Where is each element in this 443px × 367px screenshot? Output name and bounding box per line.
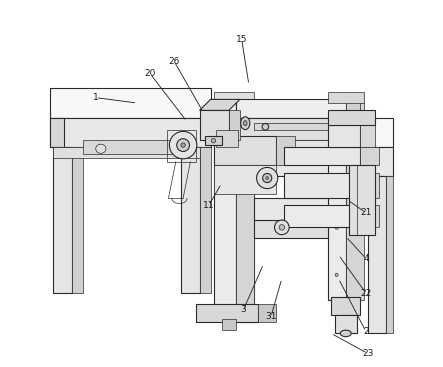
Polygon shape: [216, 131, 238, 147]
Polygon shape: [53, 147, 199, 158]
Text: 11: 11: [203, 201, 214, 210]
Text: 1: 1: [93, 93, 98, 102]
Ellipse shape: [241, 117, 250, 130]
Polygon shape: [346, 99, 361, 139]
Text: 15: 15: [236, 34, 247, 44]
Polygon shape: [254, 123, 327, 131]
Ellipse shape: [279, 225, 284, 230]
Ellipse shape: [211, 138, 216, 143]
Polygon shape: [327, 92, 364, 103]
Polygon shape: [284, 147, 361, 165]
Polygon shape: [327, 125, 361, 147]
Polygon shape: [368, 176, 386, 333]
Polygon shape: [214, 103, 236, 312]
Polygon shape: [346, 103, 364, 301]
Polygon shape: [258, 304, 276, 323]
Ellipse shape: [266, 177, 268, 179]
Ellipse shape: [96, 144, 106, 153]
Ellipse shape: [340, 330, 351, 337]
Polygon shape: [361, 147, 379, 165]
Polygon shape: [361, 172, 379, 198]
Polygon shape: [199, 147, 210, 293]
Polygon shape: [82, 139, 185, 154]
Polygon shape: [284, 206, 361, 228]
Polygon shape: [236, 103, 254, 312]
Ellipse shape: [335, 273, 338, 276]
Text: 3: 3: [241, 305, 246, 314]
Polygon shape: [199, 99, 240, 110]
Polygon shape: [236, 139, 346, 154]
Polygon shape: [229, 110, 240, 139]
Text: 23: 23: [362, 349, 373, 358]
Polygon shape: [276, 136, 295, 165]
Ellipse shape: [244, 121, 247, 126]
Ellipse shape: [335, 226, 338, 229]
Polygon shape: [240, 118, 393, 147]
Polygon shape: [240, 176, 254, 323]
Polygon shape: [53, 147, 72, 293]
Ellipse shape: [169, 131, 197, 159]
Polygon shape: [284, 172, 361, 198]
Polygon shape: [214, 165, 276, 195]
Polygon shape: [327, 110, 375, 125]
Text: 22: 22: [360, 289, 372, 298]
Polygon shape: [214, 136, 276, 165]
Text: 2: 2: [363, 327, 369, 336]
Text: 26: 26: [168, 57, 180, 66]
Polygon shape: [361, 125, 375, 147]
Ellipse shape: [263, 174, 272, 183]
Text: 20: 20: [144, 69, 156, 78]
Polygon shape: [331, 297, 361, 315]
Ellipse shape: [177, 139, 190, 152]
Ellipse shape: [256, 167, 278, 189]
Polygon shape: [196, 304, 258, 323]
Ellipse shape: [262, 124, 268, 130]
Polygon shape: [236, 118, 346, 139]
Polygon shape: [350, 165, 375, 235]
Text: 21: 21: [360, 208, 372, 217]
Polygon shape: [181, 147, 199, 293]
Polygon shape: [236, 99, 346, 118]
Polygon shape: [205, 136, 222, 145]
Polygon shape: [254, 220, 327, 238]
Polygon shape: [327, 103, 346, 301]
Polygon shape: [335, 315, 357, 333]
Text: 31: 31: [265, 312, 276, 321]
Polygon shape: [386, 176, 393, 333]
Text: 4: 4: [363, 254, 369, 263]
Polygon shape: [222, 319, 236, 330]
Polygon shape: [50, 118, 64, 147]
Polygon shape: [254, 198, 327, 220]
Ellipse shape: [275, 220, 289, 235]
Polygon shape: [50, 118, 210, 147]
Polygon shape: [214, 92, 254, 103]
Ellipse shape: [181, 143, 185, 147]
Polygon shape: [240, 147, 393, 176]
Polygon shape: [72, 147, 82, 293]
Polygon shape: [50, 88, 210, 118]
Polygon shape: [361, 206, 379, 228]
Polygon shape: [199, 110, 229, 139]
